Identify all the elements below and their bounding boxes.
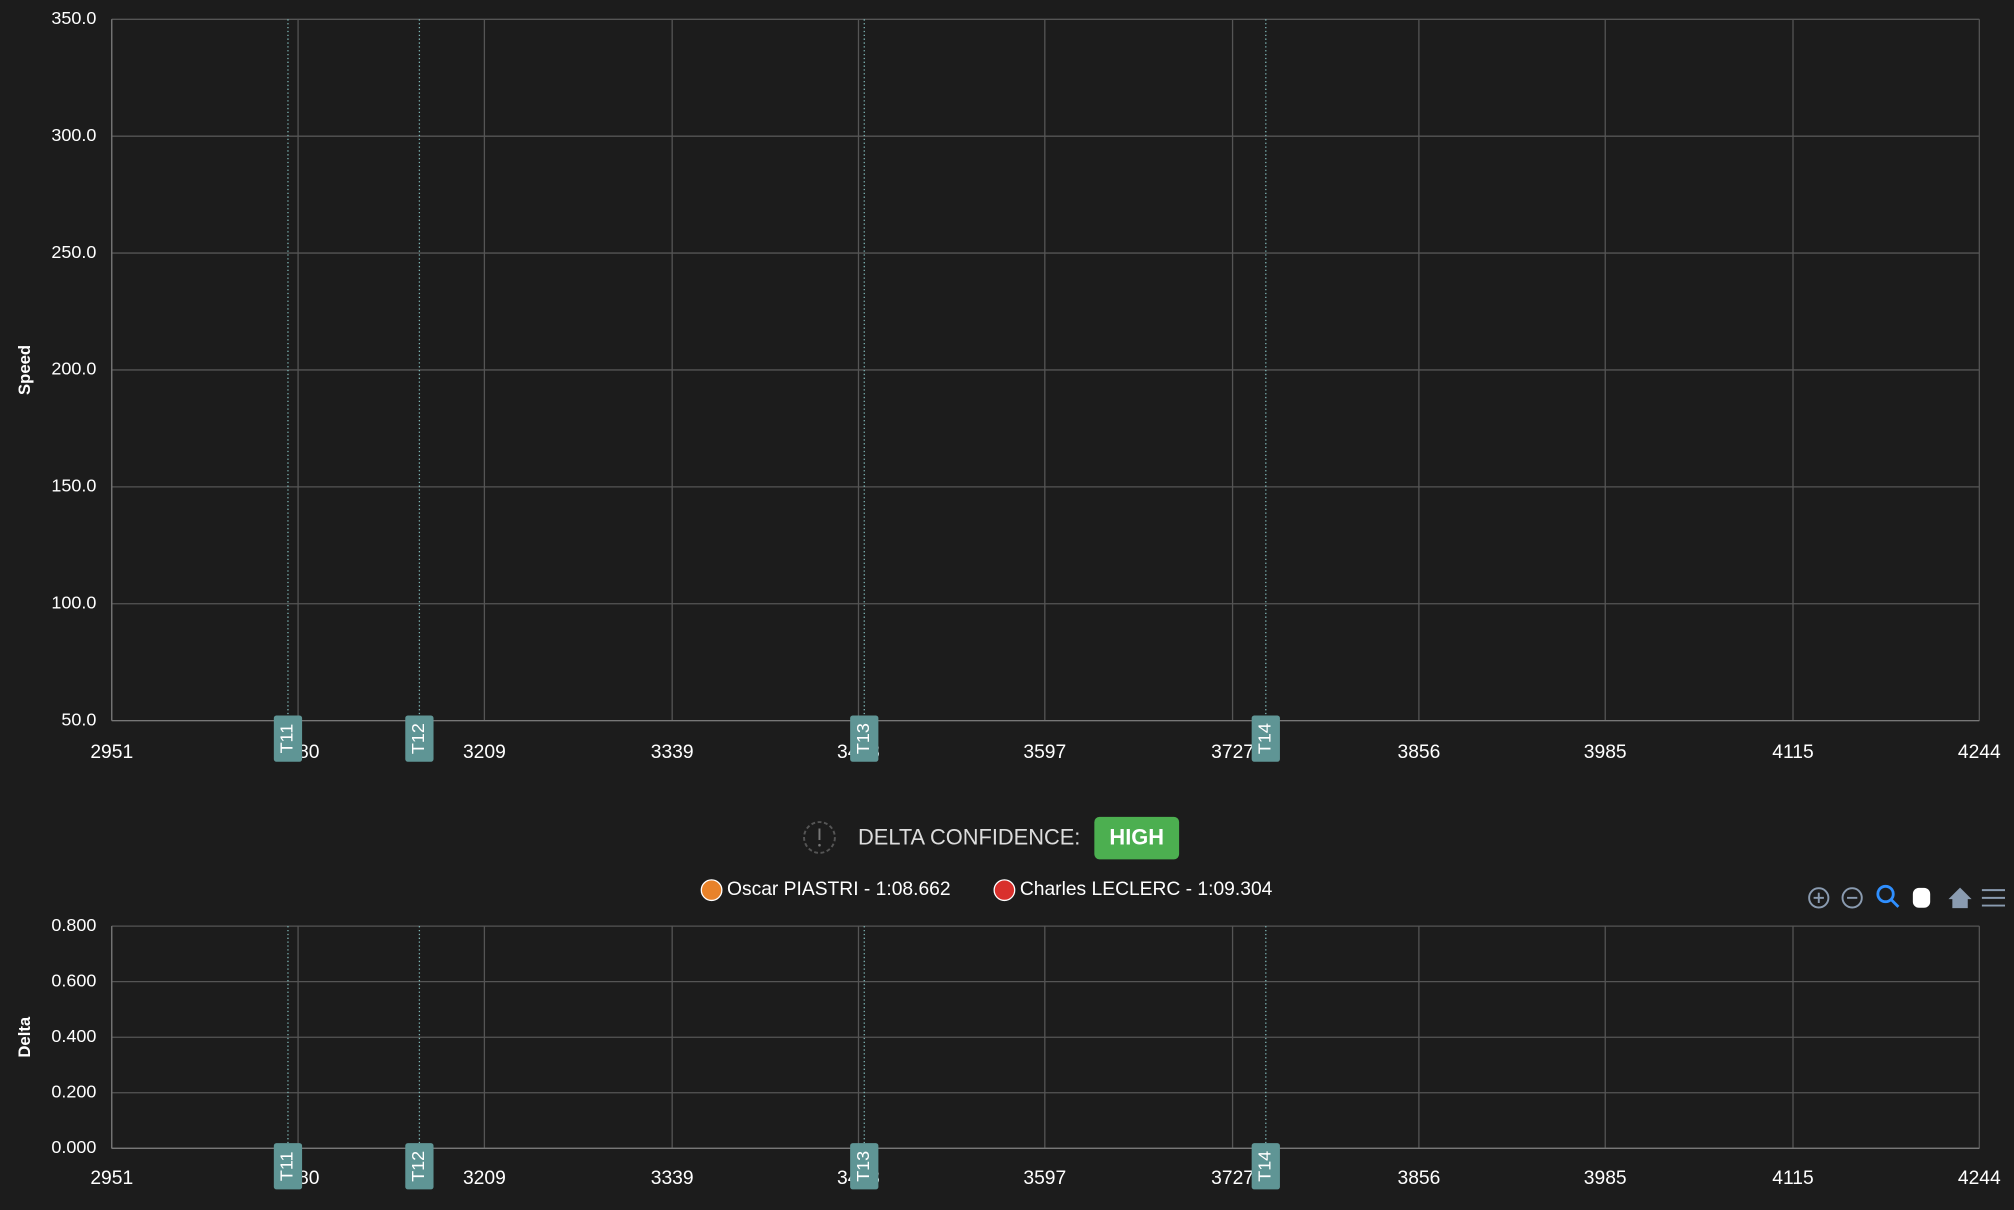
y-tick-label: 300.0 [51,125,96,145]
turn-label: T12 [408,1151,428,1182]
y-tick-label: 0.000 [51,1137,96,1157]
turn-marker [1251,715,1280,762]
legend-marker [700,879,723,902]
y-tick-label: 50.0 [61,709,96,729]
confidence-badge [1094,816,1180,860]
legend: Oscar PIASTRI - 1:08.662 Charles LECLERC … [700,879,1273,902]
chart: Delta0.0000.2000.4000.6000.8002951308032… [15,915,2001,1190]
zoom-out[interactable] [1841,887,1863,909]
x-tick-label: 4244 [1958,742,2001,763]
x-tick-label: 3856 [1397,742,1440,763]
confidence-icon [803,821,836,854]
x-tick-label: 3727 [1211,742,1254,763]
legend-marker [993,879,1016,902]
toolbar[interactable] [1808,884,2006,909]
y-tick-label: 250.0 [51,242,96,262]
turn-label: T12 [408,723,428,754]
x-tick-label: 3339 [651,742,694,763]
x-tick-label: 3209 [463,742,506,763]
turn-label: T13 [853,723,873,754]
x-tick-label: 3856 [1397,1168,1440,1189]
turn-marker [273,1143,303,1190]
x-tick-label: 4115 [1772,742,1813,763]
x-tick-label: 3985 [1584,742,1627,763]
chart: Speed 50.0 100.0 150.0 200.0 250.0 300.0 350.0 2… [15,8,2001,763]
turn-marker [1251,1143,1280,1190]
y-axis-title: Delta [15,1016,34,1058]
turn-marker [405,1143,434,1190]
turn-marker [273,715,303,762]
x-tick-label: 3597 [1023,742,1066,763]
y-tick-label: 100.0 [51,592,96,612]
x-tick-label: 3339 [651,1168,694,1189]
y-tick-label: 0.400 [51,1026,96,1046]
turn-label: T11 [277,1151,297,1181]
menu[interactable] [1981,889,2006,907]
zoom-in[interactable] [1808,887,1830,909]
turn-label: T14 [1255,1151,1275,1182]
y-tick-label: 200.0 [51,359,96,379]
x-tick-label: 3209 [463,1168,506,1189]
confidence-label: DELTA CONFIDENCE: [858,825,1080,850]
reset[interactable] [1948,887,1972,909]
y-tick-label: 0.200 [51,1082,96,1102]
pan[interactable] [1912,887,1931,908]
y-tick-label: 0.800 [51,915,96,935]
legend-label: Oscar PIASTRI - 1:08.662 [727,879,951,900]
selection-zoom[interactable] [1876,884,1900,908]
y-axis-title: Speed [15,345,34,395]
x-tick-label: 2951 [90,742,133,763]
x-tick-label: 3985 [1584,1168,1627,1189]
x-tick-label: 4115 [1772,1168,1813,1189]
legend-label: Charles LECLERC - 1:09.304 [1020,879,1273,900]
confidence-value: HIGH [1109,825,1164,850]
turn-marker [850,715,879,762]
x-tick-label: 3727 [1211,1168,1254,1189]
x-tick-label: 3597 [1023,1168,1066,1189]
turn-label: T11 [277,724,297,754]
y-tick-label: 0.600 [51,970,96,990]
turn-marker [850,1143,879,1190]
y-tick-label: 150.0 [51,476,96,496]
y-tick-label: 350.0 [51,8,96,28]
turn-label: T13 [853,1151,873,1182]
turn-marker [405,715,434,762]
turn-label: T14 [1255,723,1275,754]
x-tick-label: 2951 [90,1168,133,1189]
x-tick-label: 4244 [1958,1168,2001,1189]
